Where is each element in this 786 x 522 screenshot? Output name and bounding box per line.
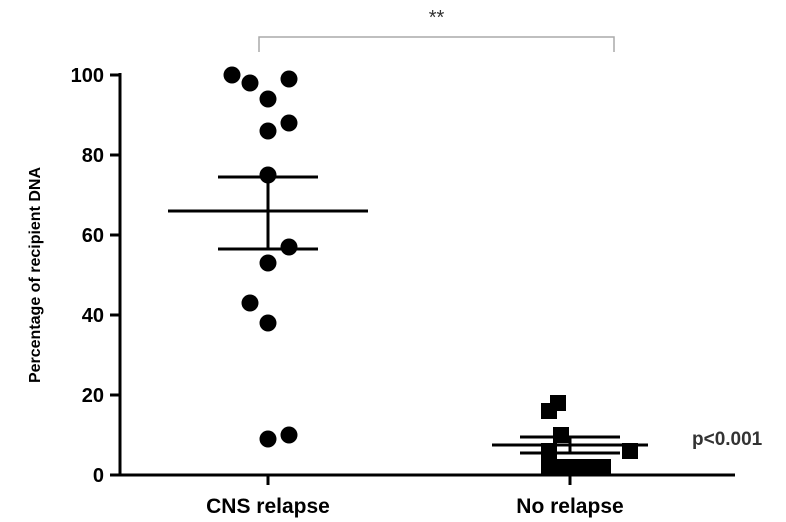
axes: 0 20 40 60 80 100 CNS relapse No relapse [71,65,735,518]
data-point-circle [259,90,277,108]
y-tick-label: 0 [93,465,104,487]
data-point-circle [241,74,259,92]
data-point-circle [259,166,277,184]
data-point-circle [280,70,298,88]
y-tick-label: 20 [82,385,104,407]
significance-bracket [258,36,615,52]
data-point-circle [259,122,277,140]
data-point-square [622,443,638,459]
chart-marks [168,36,648,475]
data-point-circle [241,294,259,312]
y-tick-label: 40 [82,305,104,327]
data-point-circle [280,426,298,444]
y-tick-label: 80 [82,145,104,167]
y-tick-label: 60 [82,225,104,247]
y-axis-label: Percentage of recipient DNA [27,167,44,384]
data-point-square [541,459,557,475]
data-point-square [556,459,572,475]
data-point-square [541,443,557,459]
x-category-label: No relapse [516,495,623,518]
data-point-circle [223,66,241,84]
data-point-circle [259,430,277,448]
p-value-label: p<0.001 [692,429,763,450]
significance-label: ** [429,7,445,29]
data-point-square [595,459,611,475]
data-point-square [550,395,566,411]
x-category-label: CNS relapse [206,495,330,518]
data-point-circle [280,114,298,132]
data-point-square [553,427,569,443]
data-point-circle [259,254,277,272]
data-point-circle [280,238,298,256]
y-tick-label: 100 [71,65,104,87]
data-point-circle [259,314,277,332]
